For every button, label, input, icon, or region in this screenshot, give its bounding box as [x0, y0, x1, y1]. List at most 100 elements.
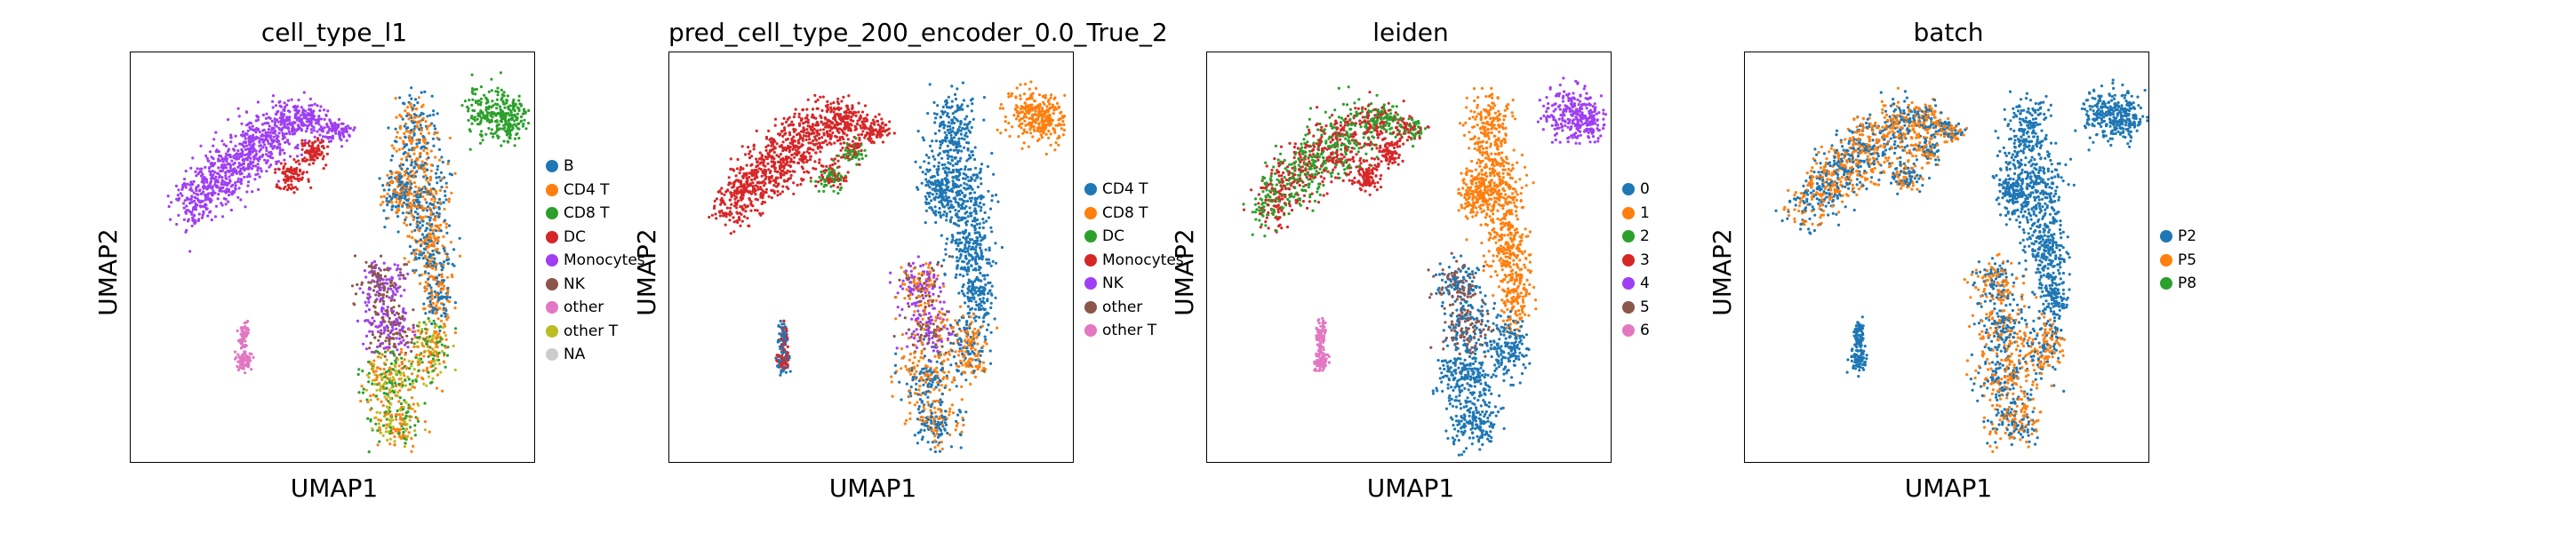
- data-point: [480, 130, 484, 133]
- data-point: [412, 271, 416, 274]
- data-point: [244, 339, 247, 343]
- data-point: [244, 147, 247, 151]
- data-point: [527, 122, 531, 125]
- data-point: [828, 173, 832, 178]
- data-point: [761, 211, 764, 215]
- data-point: [853, 128, 857, 131]
- data-point: [283, 122, 286, 125]
- data-point: [860, 153, 863, 156]
- data-point: [395, 115, 398, 119]
- data-point: [453, 331, 457, 335]
- data-point: [391, 368, 396, 371]
- data-point: [276, 160, 280, 163]
- data-point: [522, 123, 525, 126]
- data-point: [732, 230, 736, 234]
- data-point: [487, 90, 491, 93]
- data-point: [244, 144, 248, 147]
- data-point: [394, 429, 397, 433]
- data-point: [789, 173, 793, 178]
- data-point: [786, 117, 789, 121]
- data-point: [367, 360, 371, 364]
- data-point: [763, 184, 766, 187]
- data-point: [379, 356, 383, 360]
- data-point: [439, 288, 443, 291]
- data-point: [1019, 117, 1023, 121]
- data-point: [381, 386, 386, 391]
- data-point: [836, 159, 840, 163]
- data-point: [204, 203, 207, 206]
- data-point: [262, 128, 266, 131]
- data-point: [245, 332, 249, 336]
- data-point: [782, 179, 786, 182]
- data-point: [729, 198, 732, 202]
- data-point: [424, 257, 428, 260]
- data-point: [311, 162, 316, 165]
- data-point: [371, 261, 374, 265]
- data-point: [417, 329, 420, 332]
- data-point: [1007, 91, 1011, 96]
- data-point: [401, 434, 404, 437]
- data-point: [445, 231, 449, 235]
- data-point: [373, 378, 377, 382]
- data-point: [394, 322, 397, 327]
- data-point: [808, 132, 812, 136]
- data-point: [756, 163, 759, 168]
- data-point: [802, 134, 806, 138]
- data-point: [388, 426, 392, 429]
- data-point: [783, 171, 787, 174]
- legend-label: other: [564, 298, 604, 317]
- data-point: [798, 133, 802, 137]
- data-point: [423, 90, 427, 93]
- data-point: [826, 99, 829, 103]
- data-point: [435, 310, 438, 314]
- data-point: [839, 107, 843, 110]
- data-point: [376, 272, 380, 275]
- data-point: [1038, 130, 1042, 133]
- data-point: [383, 346, 387, 350]
- data-point: [776, 194, 780, 197]
- data-point: [227, 149, 230, 153]
- data-point: [300, 142, 304, 146]
- data-point: [1014, 117, 1018, 121]
- data-point: [1007, 122, 1011, 125]
- data-point: [444, 198, 448, 202]
- data-point: [409, 131, 412, 135]
- data-point: [745, 163, 748, 167]
- data-point: [420, 328, 424, 331]
- data-point: [401, 314, 404, 318]
- data-point: [410, 207, 413, 211]
- data-point: [338, 134, 341, 138]
- data-point: [175, 222, 179, 227]
- data-point: [206, 159, 210, 163]
- data-point: [818, 175, 821, 179]
- data-point: [1023, 130, 1027, 133]
- data-point: [432, 244, 436, 248]
- data-point: [287, 167, 291, 171]
- data-point: [751, 185, 755, 188]
- data-point: [431, 347, 435, 351]
- data-point: [822, 189, 826, 193]
- data-point: [416, 205, 420, 210]
- data-point: [388, 284, 392, 288]
- data-point: [732, 216, 735, 219]
- data-point: [415, 345, 419, 348]
- data-point: [418, 256, 421, 259]
- data-point: [404, 170, 407, 173]
- data-point: [748, 224, 751, 227]
- data-point: [257, 115, 260, 119]
- data-point: [792, 135, 796, 139]
- data-point: [730, 195, 733, 199]
- data-point: [376, 283, 380, 287]
- data-point: [368, 346, 372, 350]
- data-point: [425, 261, 428, 265]
- data-point: [313, 135, 316, 139]
- data-point: [424, 264, 428, 267]
- legend-marker: [546, 324, 558, 338]
- data-point: [819, 95, 822, 99]
- data-point: [436, 354, 440, 358]
- data-point: [388, 266, 392, 270]
- data-point: [772, 163, 776, 166]
- data-point: [428, 202, 432, 205]
- data-point: [836, 97, 840, 100]
- data-point: [745, 188, 748, 192]
